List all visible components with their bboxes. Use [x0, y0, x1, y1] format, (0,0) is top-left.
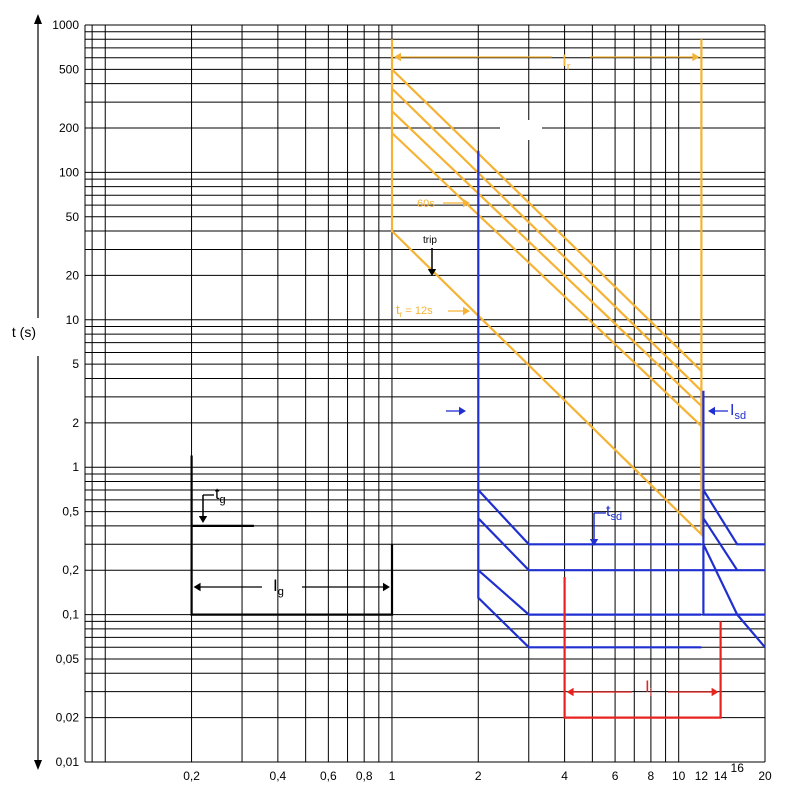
- y-tick-label: 2: [72, 416, 79, 430]
- x-tick-label: 2: [475, 769, 482, 783]
- y-tick-label: 5: [72, 357, 79, 371]
- curve-instantaneous-13: [563, 577, 722, 719]
- curves: [190, 39, 766, 719]
- curve-short_time-6: [477, 569, 702, 616]
- y-axis-arrow-up: [34, 14, 42, 24]
- y-tick-label: 0,5: [62, 505, 79, 519]
- ii-arrow-left: [566, 687, 574, 697]
- y-tick-label: 20: [66, 268, 80, 282]
- tsd-arrow: [589, 539, 599, 546]
- y-tick-label: 200: [59, 121, 79, 135]
- ir-label: Ir: [562, 51, 571, 73]
- ii-arrow-right: [711, 687, 719, 697]
- y-tick-label: 10: [66, 313, 80, 327]
- ir-arrow-left: [393, 52, 401, 62]
- curve-short_time-7: [477, 517, 765, 572]
- y-axis-arrow-down: [34, 760, 42, 770]
- curve-long_time-2: [391, 87, 703, 392]
- y-tick-label: 0,2: [62, 563, 79, 577]
- y-tick-labels: 1000 500 200 100 50 20 10 5 2 1 0,5 0,2 0,1 0,05 0,02 0…: [52, 18, 79, 769]
- y-tick-label: 100: [59, 165, 79, 179]
- label-gap: [500, 120, 542, 140]
- x-tick-label: 0,4: [270, 769, 287, 783]
- y-tick-label: 0,01: [56, 755, 80, 769]
- ylabel-gap: [0, 318, 80, 356]
- x-tick-label: 0,2: [183, 769, 200, 783]
- curve-long_time-1: [391, 68, 703, 372]
- ig-label: Ig: [273, 576, 284, 598]
- y-tick-label: 50: [66, 210, 80, 224]
- y-tick-label: 0,1: [62, 608, 79, 622]
- ig-arrow-right: [382, 582, 390, 592]
- ylabel: t (s): [12, 324, 36, 340]
- x-tick-label: 0,8: [356, 769, 373, 783]
- curve-long_time-0: [390, 39, 703, 538]
- curve-short_time-10: [702, 543, 766, 649]
- tr-label: tr = 12s: [396, 302, 433, 319]
- curve-short_time-9: [702, 390, 765, 616]
- isd-arrow-left: [459, 406, 466, 416]
- isd-label: Isd: [730, 402, 746, 422]
- trip-arrow: [427, 269, 437, 276]
- ig-arrow-left: [193, 582, 201, 592]
- tsd-label: tsd: [606, 503, 622, 523]
- curve-short_time-8: [477, 489, 702, 546]
- x-tick-label: 8: [648, 769, 655, 783]
- trip-label: trip: [423, 235, 437, 246]
- y-tick-label: 0,02: [56, 711, 80, 725]
- x-tick-label: 12: [695, 769, 709, 783]
- curve-short_time-5: [477, 150, 702, 649]
- x-tick-label: 10: [672, 769, 686, 783]
- sixty-s-label: 60s: [417, 198, 435, 210]
- tr-arrow: [463, 306, 470, 316]
- curve-long_time-4: [391, 132, 703, 427]
- x-tick-label: 14: [714, 769, 728, 783]
- isd-arrow-right: [708, 406, 715, 416]
- ii-label: Ii: [645, 677, 652, 699]
- tg-arrow: [198, 516, 208, 523]
- curve-ground-14: [190, 455, 394, 616]
- curve-long_time-3: [391, 110, 703, 407]
- x-tick-label: 1: [389, 769, 396, 783]
- x-tick-label: 16: [731, 761, 745, 775]
- curve-short_time-12: [702, 489, 765, 546]
- y-tick-label: 0,05: [56, 652, 80, 666]
- x-tick-label: 6: [612, 769, 619, 783]
- y-tick-label: 1: [72, 460, 79, 474]
- annotation-marks: [193, 52, 728, 697]
- x-tick-label: 4: [561, 769, 568, 783]
- x-tick-label: 0,6: [320, 769, 337, 783]
- y-axis: [34, 14, 42, 770]
- curve-short_time-11: [702, 517, 739, 571]
- tg-label: tg: [215, 486, 226, 506]
- y-tick-label: 1000: [52, 18, 79, 32]
- ir-arrow-right: [692, 52, 700, 62]
- x-tick-label: 20: [758, 769, 772, 783]
- sixty-s-arrow: [463, 198, 470, 208]
- y-tick-label: 500: [59, 62, 79, 76]
